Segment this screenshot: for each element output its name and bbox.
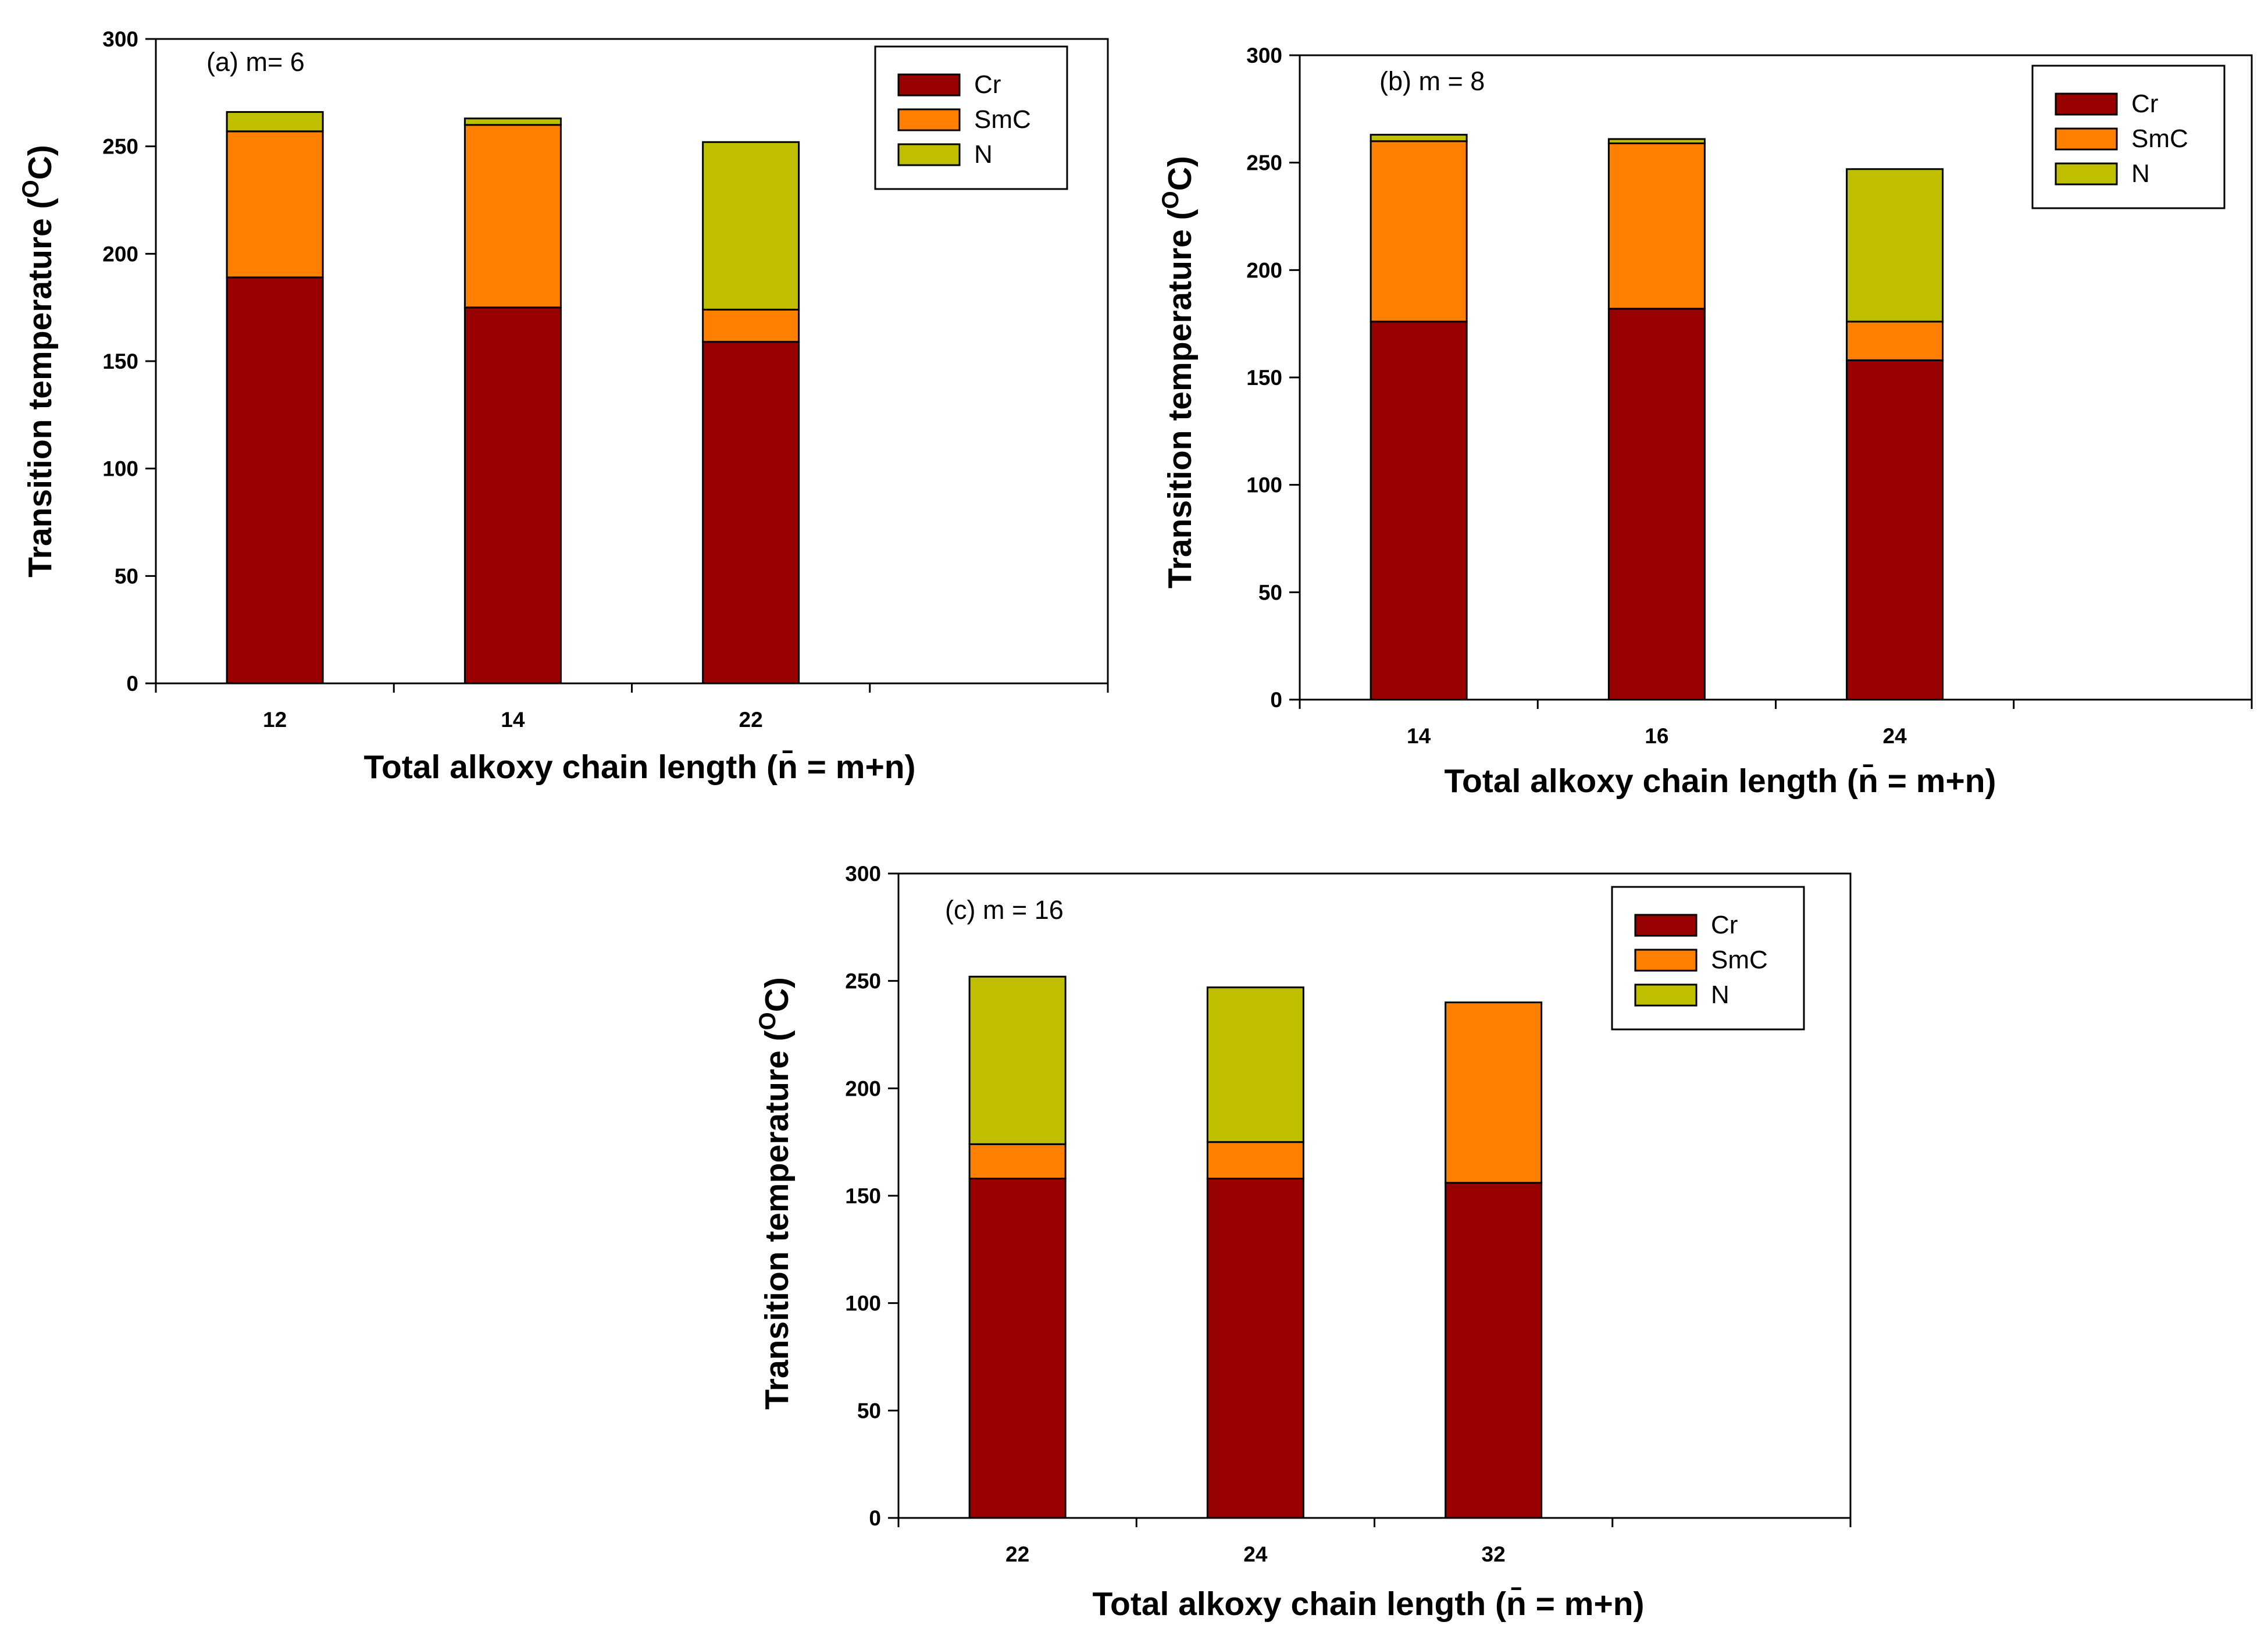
y-tick-label: 150 (845, 1184, 881, 1208)
legend: Cr SmC N (2031, 65, 2226, 209)
panel-annotation: (c) m = 16 (945, 895, 1064, 925)
legend-swatch-n (1634, 983, 1698, 1007)
legend-label-cr: Cr (1711, 911, 1738, 939)
bar-n-14 (463, 117, 562, 126)
legend-label-n: N (2131, 159, 2150, 188)
x-axis-label: Total alkoxy chain length (n̄ = m+n) (1092, 1585, 1644, 1623)
y-tick-label: 300 (845, 862, 881, 886)
bar-n-22 (968, 975, 1067, 1145)
y-tick-label: 0 (126, 672, 138, 696)
chart-panel-1: 14 16 24 0 50 100 150 200 250 300 (b) m = 8 Total a… (1158, 44, 2253, 800)
bar-cr-22 (702, 341, 800, 685)
bar-cr-14 (463, 306, 562, 685)
legend-label-smc: SmC (2131, 124, 2188, 153)
bar-smc-14 (1370, 140, 1468, 323)
chart-panel-0: 12 14 22 0 50 100 150 200 250 300 (a) m= 6 Total al… (18, 27, 1109, 786)
x-tick-label: 22 (739, 708, 763, 732)
bar-cr-32 (1445, 1182, 1543, 1519)
x-axis-label: Total alkoxy chain length (n̄ = m+n) (363, 748, 915, 786)
y-tick-label: 0 (869, 1506, 881, 1530)
y-tick-label: 50 (115, 564, 138, 588)
bar-cr-24 (1846, 359, 1944, 701)
bar-smc-24 (1206, 1141, 1304, 1179)
bar-n-16 (1607, 138, 1706, 144)
legend-swatch-cr (897, 73, 961, 97)
legend-label-n: N (974, 140, 993, 169)
x-tick-label: 14 (501, 708, 525, 732)
panel-annotation: (b) m = 8 (1379, 66, 1485, 96)
bar-smc-12 (226, 130, 324, 279)
y-axis-label: Transition temperature (OC) (18, 145, 59, 578)
legend-label-smc: SmC (974, 105, 1031, 134)
y-tick-label: 200 (845, 1077, 881, 1100)
chart-panel-2: 22 24 32 0 50 100 150 200 250 300 (c) m = 16 Total … (755, 862, 1852, 1623)
bar-n-12 (226, 111, 324, 133)
y-axis-label: Transition temperature (OC) (755, 977, 796, 1410)
bar-cr-16 (1607, 308, 1706, 701)
legend-swatch-n (897, 143, 961, 166)
x-tick-label: 32 (1482, 1542, 1506, 1566)
y-tick-label: 200 (102, 242, 138, 266)
bar-smc-16 (1607, 142, 1706, 310)
x-tick-label: 12 (263, 708, 287, 732)
y-tick-label: 100 (1246, 473, 1282, 497)
panel-annotation: (a) m= 6 (206, 47, 305, 77)
legend-swatch-smc (2055, 127, 2118, 151)
legend-swatch-cr (1634, 914, 1698, 937)
bar-n-24 (1206, 986, 1304, 1143)
legend-swatch-cr (2055, 92, 2118, 116)
y-tick-label: 50 (857, 1399, 881, 1423)
bar-smc-14 (463, 124, 562, 309)
x-tick-label: 14 (1407, 724, 1431, 748)
bar-smc-32 (1445, 1001, 1543, 1184)
y-axis-label: Transition temperature (OC) (1158, 156, 1199, 589)
bar-n-14 (1370, 134, 1468, 142)
y-tick-label: 100 (845, 1292, 881, 1316)
legend-label-n: N (1711, 981, 1729, 1009)
bar-smc-22 (702, 308, 800, 343)
bar-cr-24 (1206, 1177, 1304, 1519)
y-tick-label: 200 (1246, 258, 1282, 282)
y-tick-label: 250 (102, 135, 138, 159)
legend-swatch-n (2055, 162, 2118, 186)
y-tick-label: 300 (102, 27, 138, 51)
x-tick-label: 16 (1645, 724, 1668, 748)
y-tick-label: 50 (1258, 580, 1282, 604)
y-tick-label: 150 (102, 350, 138, 373)
x-tick-label: 24 (1883, 724, 1907, 748)
y-tick-label: 150 (1246, 366, 1282, 390)
bar-cr-14 (1370, 320, 1468, 701)
y-tick-label: 300 (1246, 44, 1282, 67)
bar-n-24 (1846, 168, 1944, 323)
legend-label-cr: Cr (974, 70, 1001, 99)
legend-label-cr: Cr (2131, 90, 2158, 118)
x-tick-label: 24 (1243, 1542, 1268, 1566)
x-axis-label: Total alkoxy chain length (n̄ = m+n) (1444, 762, 1996, 800)
bar-smc-22 (968, 1143, 1067, 1179)
y-tick-label: 250 (845, 969, 881, 993)
bar-cr-12 (226, 276, 324, 685)
bar-cr-22 (968, 1177, 1067, 1519)
legend-swatch-smc (897, 108, 961, 131)
bar-smc-24 (1846, 320, 1944, 361)
y-tick-label: 100 (102, 457, 138, 481)
legend-label-smc: SmC (1711, 946, 1768, 974)
legend: Cr SmC N (1611, 886, 1805, 1031)
x-tick-label: 22 (1005, 1542, 1029, 1566)
legend-swatch-smc (1634, 949, 1698, 972)
bar-n-22 (702, 141, 800, 311)
y-tick-label: 0 (1270, 688, 1282, 712)
y-tick-label: 250 (1246, 151, 1282, 175)
legend: Cr SmC N (874, 45, 1068, 190)
